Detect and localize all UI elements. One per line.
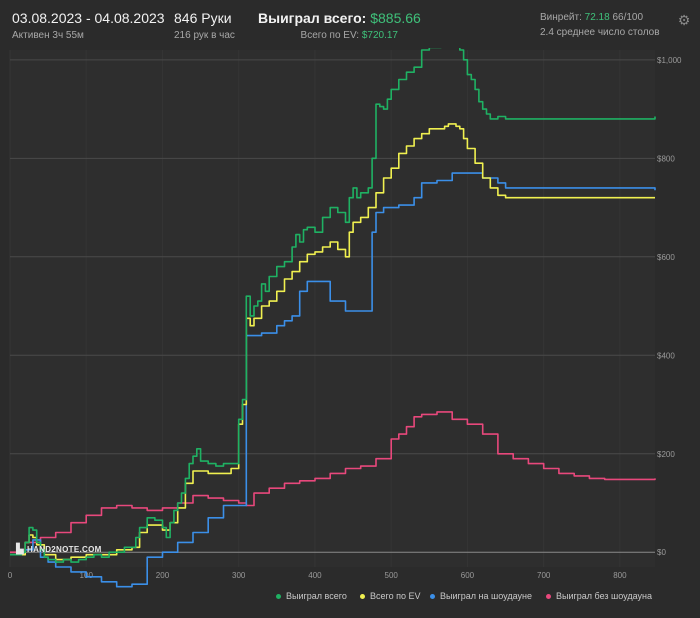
logo-icon: ▙ bbox=[16, 544, 24, 555]
y-tick-label: $0 bbox=[657, 548, 666, 557]
date-range: 03.08.2023 - 04.08.2023 bbox=[12, 10, 165, 26]
y-tick-label: $400 bbox=[657, 351, 675, 360]
legend-item-ev[interactable]: Всего по EV bbox=[360, 591, 420, 601]
x-tick-label: 0 bbox=[8, 571, 13, 580]
hands-per-hour: 216 рук в час bbox=[174, 30, 235, 41]
chart-area: $0 $200 $400 $600 $800 $1,000 0 100 200 300 400 500… bbox=[0, 41, 700, 613]
legend-dot-ev bbox=[360, 594, 365, 600]
y-tick-label: $200 bbox=[657, 450, 675, 459]
hands-count: 846 Руки bbox=[174, 10, 232, 26]
ev-label: Всего по EV: bbox=[300, 30, 360, 41]
active-time: Активен 3ч 55м bbox=[12, 30, 84, 41]
legend-item-showdown[interactable]: Выиграл на шоудауне bbox=[430, 591, 532, 601]
ev-value: $720.17 bbox=[361, 30, 398, 41]
won-label: Выиграл всего: bbox=[258, 10, 367, 26]
x-tick-label: 600 bbox=[461, 571, 475, 580]
watermark-text: HAND2NOTE.COM bbox=[27, 545, 102, 554]
winrate: Винрейт: 72.18 66/100 bbox=[540, 12, 660, 23]
series-line-ev bbox=[10, 123, 655, 561]
series-line-no-showdown bbox=[10, 411, 656, 553]
ev-total: Всего по EV: $720.17 bbox=[258, 30, 398, 41]
plot-background bbox=[10, 50, 655, 567]
legend-label-showdown: Выиграл на шоудауне bbox=[440, 591, 532, 601]
gear-icon[interactable]: ⚙ bbox=[677, 12, 691, 28]
legend-label-ev: Всего по EV bbox=[370, 591, 421, 601]
won-stats: Выиграл всего: $885.66 Всего по EV: $720… bbox=[258, 10, 421, 41]
legend-dot-showdown bbox=[430, 594, 435, 600]
session-dates: 03.08.2023 - 04.08.2023 Активен 3ч 55м bbox=[12, 10, 165, 41]
watermark: ▙ HAND2NOTE.COM bbox=[16, 544, 102, 555]
x-tick-label: 500 bbox=[385, 571, 399, 580]
x-tick-label: 400 bbox=[308, 571, 322, 580]
stats-header: 03.08.2023 - 04.08.2023 Активен 3ч 55м 8… bbox=[0, 0, 700, 48]
winrate-label: Винрейт: bbox=[540, 12, 582, 23]
x-tick-label: 300 bbox=[232, 571, 246, 580]
hands-stats: 846 Руки 216 рук в час bbox=[174, 10, 235, 41]
winrate-value: 72.18 bbox=[584, 12, 610, 23]
legend-dot-no-showdown bbox=[546, 594, 551, 600]
legend-item-no-showdown[interactable]: Выиграл без шоудауна bbox=[546, 591, 652, 601]
legend-label-no-showdown: Выиграл без шоудауна bbox=[556, 591, 652, 601]
x-tick-label: 700 bbox=[537, 571, 551, 580]
legend-item-won[interactable]: Выиграл всего bbox=[276, 591, 347, 601]
winrate-stats: Винрейт: 72.18 66/100 2.4 среднее число … bbox=[540, 10, 660, 38]
avg-tables: 2.4 среднее число столов bbox=[540, 27, 660, 38]
legend-dot-won bbox=[276, 594, 281, 600]
won-value: $885.66 bbox=[370, 10, 421, 26]
won-total: Выиграл всего: $885.66 bbox=[258, 10, 421, 26]
y-tick-label: $1,000 bbox=[657, 56, 682, 65]
legend-label-won: Выиграл всего bbox=[286, 591, 347, 601]
y-tick-label: $600 bbox=[657, 253, 675, 262]
winrate-rest: 66/100 bbox=[612, 12, 644, 23]
series-line-showdown bbox=[10, 172, 656, 588]
x-tick-label: 200 bbox=[156, 571, 170, 580]
chart-legend: Выиграл всего Всего по EV Выиграл на шоу… bbox=[0, 591, 700, 605]
x-tick-label: 800 bbox=[613, 571, 627, 580]
y-tick-label: $800 bbox=[657, 154, 675, 163]
